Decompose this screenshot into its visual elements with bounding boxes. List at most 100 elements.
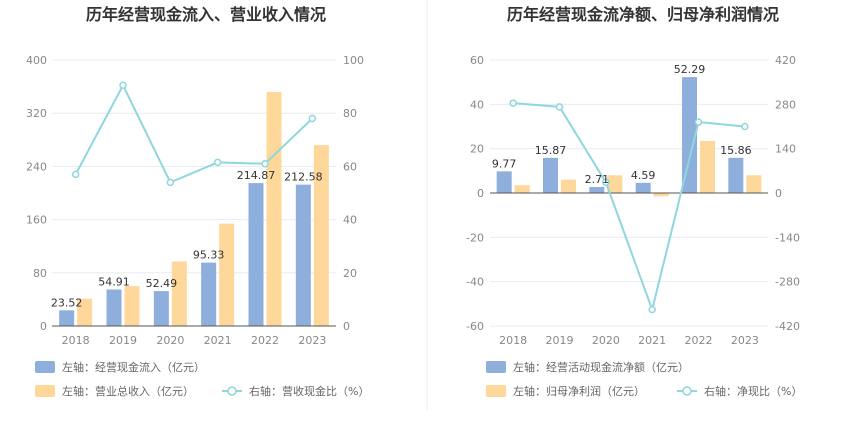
left-axis-tick-label: 0 — [40, 320, 47, 333]
left-axis-tick-label: 320 — [26, 107, 47, 120]
ratio-point — [555, 103, 564, 111]
bar-data-label: 2.71 — [585, 173, 610, 186]
bar-primary — [295, 184, 311, 326]
bar-secondary — [313, 145, 329, 326]
bar-secondary — [219, 223, 235, 326]
chart-title: 历年经营现金流入、营业收入情况 — [86, 5, 326, 24]
bar-primary — [635, 182, 651, 193]
legend-bar-swatch — [486, 361, 506, 373]
left-axis-tick-label: 0 — [477, 187, 484, 200]
bar-data-label: 52.49 — [146, 277, 178, 290]
right-axis-tick-label: 20 — [343, 267, 357, 280]
bar-primary — [589, 186, 605, 193]
left-axis-tick-label: -60 — [466, 320, 484, 333]
legend-label[interactable]: 左轴：经营活动现金流净额（亿元） — [513, 360, 689, 374]
bar-data-label: 52.29 — [674, 63, 706, 76]
x-axis-tick-label: 2018 — [62, 334, 90, 347]
legend-bar-swatch — [35, 385, 55, 397]
bar-primary — [153, 291, 169, 326]
right-axis-tick-label: -420 — [775, 320, 800, 333]
right-axis-tick-label: 0 — [775, 187, 782, 200]
bar-data-label: 212.58 — [284, 171, 323, 184]
bar-data-label: 214.87 — [237, 169, 276, 182]
bar-data-label: 54.91 — [98, 275, 130, 288]
bar-secondary — [77, 298, 93, 326]
x-axis-tick-label: 2023 — [731, 334, 759, 347]
legend-line-marker — [227, 386, 237, 396]
bar-secondary — [607, 175, 623, 193]
ratio-point — [694, 118, 703, 126]
right-axis-tick-label: 0 — [343, 320, 350, 333]
bar-secondary — [700, 140, 715, 193]
legend-label[interactable]: 右轴：营收现金比（%） — [249, 384, 369, 398]
chart-title: 历年经营现金流净额、归母净利润情况 — [507, 5, 779, 24]
bar-secondary — [514, 185, 530, 193]
x-axis-tick-label: 2023 — [298, 334, 326, 347]
net-cashflow-profit-chart: 历年经营现金流净额、归母净利润情况 -60 -40 -20 0 20 40 60 -420 -28… — [466, 5, 802, 398]
x-axis-tick-label: 2019 — [546, 334, 574, 347]
x-axis-tick-label: 2019 — [109, 334, 137, 347]
legend-bar-swatch — [35, 361, 55, 373]
right-axis-tick-label: 280 — [775, 98, 796, 111]
bar-secondary — [124, 286, 140, 326]
legend-bar-swatch — [486, 385, 506, 397]
legend-label[interactable]: 左轴：归母净利润（亿元） — [513, 384, 645, 398]
left-axis-tick-label: 20 — [470, 143, 484, 156]
ratio-point — [741, 122, 749, 131]
left-axis-tick-label: 80 — [33, 267, 47, 280]
ratio-point — [308, 114, 317, 123]
left-axis-tick-label: 40 — [470, 98, 484, 111]
legend-label[interactable]: 左轴：经营现金流入（亿元） — [62, 360, 205, 374]
right-axis-tick-label: 80 — [343, 107, 357, 120]
bar-primary — [496, 171, 512, 193]
ratio-line — [74, 83, 314, 184]
bar-data-label: 95.33 — [193, 249, 225, 262]
right-axis-tick-label: 100 — [343, 54, 364, 67]
cash-inflow-revenue-chart: 历年经营现金流入、营业收入情况 0 80 160 240 320 400 0 20 40 60 80 1… — [26, 5, 369, 398]
x-axis-tick-label: 2021 — [204, 334, 232, 347]
right-axis-tick-label: 40 — [343, 214, 357, 227]
bar-primary — [543, 157, 558, 193]
left-axis-tick-label: 400 — [26, 54, 47, 67]
bar-primary — [106, 289, 122, 326]
x-axis-tick-label: 2021 — [638, 334, 666, 347]
bar-primary — [728, 157, 744, 193]
left-axis-tick-label: 60 — [470, 54, 484, 67]
ratio-point — [509, 99, 517, 107]
ratio-point — [261, 159, 269, 168]
legend-label[interactable]: 右轴：净现比（%） — [704, 384, 802, 398]
ratio-point — [71, 170, 80, 179]
x-axis-tick-label: 2020 — [156, 334, 184, 347]
bar-data-label: 15.87 — [535, 144, 567, 157]
ratio-line — [513, 102, 745, 313]
bar-primary — [248, 183, 264, 326]
x-axis-tick-label: 2018 — [499, 334, 527, 347]
x-axis-tick-label: 2022 — [251, 334, 279, 347]
bar-data-label: 23.52 — [51, 296, 83, 309]
bar-secondary — [561, 179, 576, 193]
left-axis-tick-label: 240 — [26, 160, 47, 173]
bar-data-label: 9.77 — [492, 157, 517, 170]
bar-primary — [201, 262, 217, 326]
ratio-point — [166, 178, 175, 187]
bar-primary — [682, 77, 697, 193]
x-axis-tick-label: 2020 — [592, 334, 620, 347]
ratio-point — [648, 305, 656, 314]
ratio-point — [119, 81, 127, 90]
x-axis-tick-label: 2022 — [685, 334, 713, 347]
ratio-point — [213, 158, 222, 167]
right-axis-tick-label: 60 — [343, 160, 357, 173]
bar-data-label: 4.59 — [631, 169, 656, 182]
bar-data-label: 15.86 — [720, 144, 752, 157]
left-axis-tick-label: -40 — [466, 276, 484, 289]
left-axis-tick-label: 160 — [26, 214, 47, 227]
legend-label[interactable]: 左轴：营业总收入（亿元） — [62, 384, 194, 398]
ratio-point — [602, 178, 610, 186]
left-axis-tick-label: -20 — [466, 231, 484, 244]
bar-secondary — [746, 175, 762, 193]
bar-primary — [59, 310, 75, 326]
legend-line-marker — [682, 386, 692, 396]
right-axis-tick-label: 420 — [775, 54, 796, 67]
bar-secondary — [266, 91, 282, 326]
